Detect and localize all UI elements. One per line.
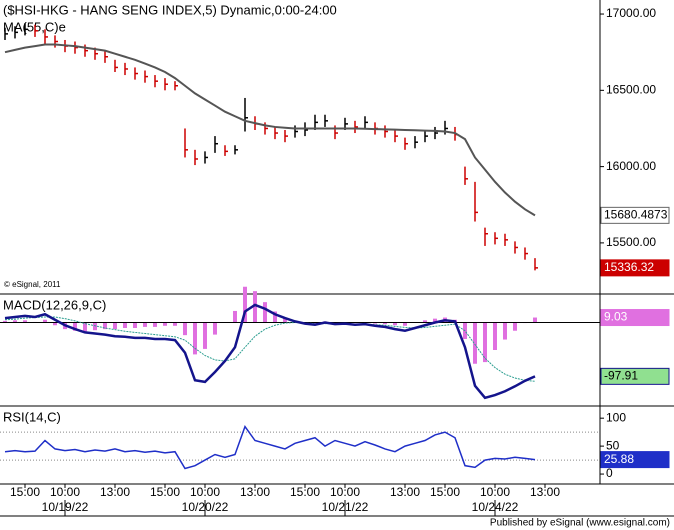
- value-label: 9.03: [604, 310, 628, 324]
- histogram-bar: [483, 322, 487, 363]
- histogram-bar: [43, 319, 47, 323]
- histogram-bar: [513, 322, 517, 331]
- histogram-bar: [133, 322, 137, 328]
- value-label-box: [600, 309, 670, 327]
- series-line: [4, 43, 536, 217]
- value-label-box: [600, 367, 670, 385]
- y-tick-label: 0: [606, 466, 613, 480]
- histogram-bar: [3, 320, 7, 323]
- histogram-bar: [203, 322, 207, 349]
- histogram-bar: [173, 322, 177, 326]
- y-tick-label: 100: [606, 410, 626, 424]
- histogram-bar: [83, 322, 87, 332]
- x-tick-label: 10:00: [190, 485, 220, 499]
- histogram-bar: [503, 322, 507, 340]
- histogram-bar: [103, 322, 107, 330]
- histogram-bar: [193, 322, 197, 355]
- histogram-bar: [383, 322, 387, 325]
- histogram-bar: [273, 311, 277, 323]
- x-tick-label: 13:00: [240, 485, 270, 499]
- x-tick-label: 13:00: [530, 485, 560, 499]
- histogram-bar: [183, 322, 187, 336]
- histogram-bar: [283, 317, 287, 323]
- x-tick-label: 13:00: [100, 485, 130, 499]
- x-tick-label: 15:00: [290, 485, 320, 499]
- value-label: -97.91: [604, 369, 638, 383]
- value-label-box: [600, 451, 670, 469]
- value-label: 25.88: [604, 452, 634, 466]
- series-line: [4, 303, 536, 400]
- rsi-label: RSI(14,C): [3, 409, 61, 424]
- footer: Published by eSignal (www.esignal.com): [490, 518, 670, 529]
- x-tick-label: 15:00: [10, 485, 40, 499]
- x-tick-label: 10:00: [480, 485, 510, 499]
- histogram-bar: [213, 322, 217, 335]
- histogram-bar: [373, 322, 377, 324]
- y-tick-label: 16000.00: [606, 159, 656, 173]
- histogram-bar: [23, 320, 27, 323]
- histogram-bar: [13, 320, 17, 323]
- histogram-bar: [243, 286, 247, 323]
- y-tick-label: 16500.00: [606, 82, 656, 96]
- x-tick-label: 15:00: [150, 485, 180, 499]
- y-tick-label: 15500.00: [606, 235, 656, 249]
- histogram-bar: [143, 322, 147, 327]
- histogram-bar: [423, 320, 427, 323]
- histogram-bar: [313, 322, 317, 324]
- x-tick-label: 13:00: [390, 485, 420, 499]
- histogram-bar: [403, 322, 407, 326]
- value-label: 15680.4873: [604, 208, 668, 222]
- histogram-bar: [493, 322, 497, 350]
- histogram-bar: [93, 322, 97, 331]
- histogram-bar: [73, 322, 77, 331]
- value-label-box: [600, 206, 670, 224]
- macd-label: MACD(12,26,9,C): [3, 297, 106, 312]
- copyright: © eSignal, 2011: [4, 280, 61, 289]
- y-tick-label: 17000.00: [606, 6, 656, 20]
- x-tick-label: 15:00: [430, 485, 460, 499]
- chart-title: ($HSI-HKG - HANG SENG INDEX,5) Dynamic,0…: [3, 2, 337, 17]
- histogram-bar: [123, 322, 127, 328]
- x-tick-label: 10:00: [50, 485, 80, 499]
- value-label: 15336.32: [604, 260, 654, 274]
- histogram-bar: [153, 322, 157, 327]
- histogram-bar: [253, 291, 257, 323]
- histogram-bar: [433, 318, 437, 323]
- histogram-bar: [473, 322, 477, 364]
- histogram-bar: [53, 322, 57, 326]
- histogram-bar: [533, 317, 537, 323]
- histogram-bar: [233, 310, 237, 323]
- x-tick-label: 10:00: [330, 485, 360, 499]
- histogram-bar: [113, 322, 117, 330]
- histogram-bar: [393, 322, 397, 326]
- y-tick-label: 50: [606, 438, 620, 452]
- histogram-bar: [163, 322, 167, 326]
- histogram-bar: [263, 302, 267, 323]
- value-label-box: [600, 259, 670, 277]
- series-line: [4, 424, 536, 470]
- series-line: [4, 316, 536, 382]
